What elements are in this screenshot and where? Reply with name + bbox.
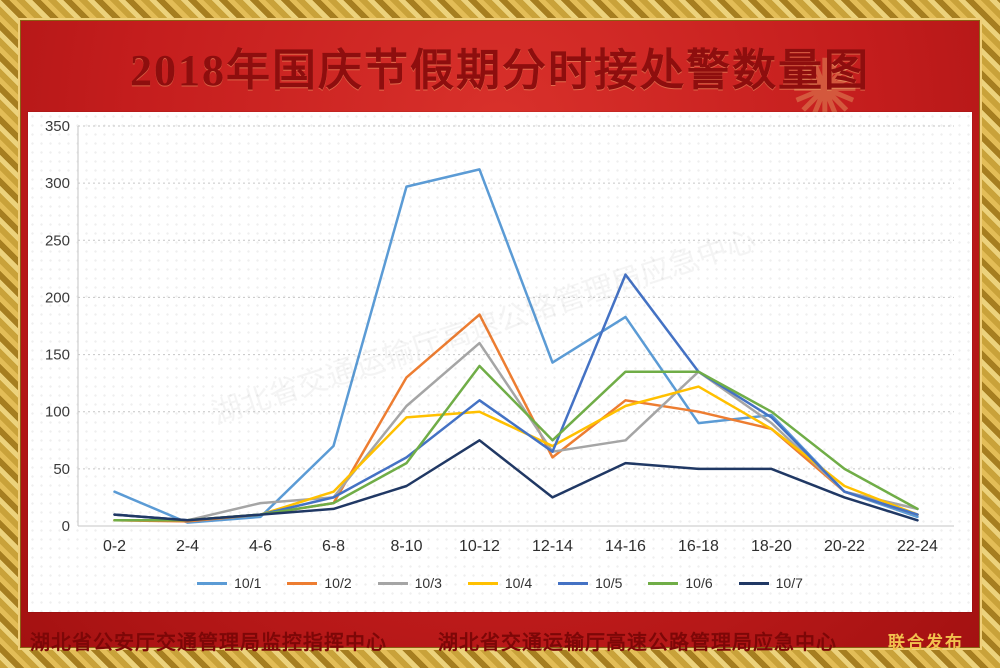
svg-text:22-24: 22-24	[897, 538, 938, 555]
svg-text:300: 300	[45, 175, 70, 192]
legend-item: 10/4	[467, 575, 533, 591]
svg-text:350: 350	[45, 118, 70, 135]
svg-text:10-12: 10-12	[459, 538, 500, 555]
joint-release-label: 联合发布	[888, 632, 964, 652]
legend-label: 10/2	[324, 575, 352, 591]
chart-panel: 湖北省交通运输厅高速公路管理局应急中心 0 50 100 150 200 250 300 35…	[28, 112, 972, 612]
legend-item: 10/7	[738, 575, 803, 591]
legend-item: 10/3	[377, 575, 442, 591]
svg-text:20-22: 20-22	[824, 538, 865, 555]
legend-line-swatch	[197, 581, 228, 585]
svg-text:18-20: 18-20	[751, 538, 792, 555]
svg-text:150: 150	[45, 347, 70, 364]
svg-text:0: 0	[62, 518, 70, 535]
line-chart: 0 50 100 150 200 250 300 350 0-2 2-4 4-6 6-8 8-10 10-…	[45, 118, 954, 555]
legend-item: 10/1	[197, 575, 261, 591]
legend-item: 10/2	[287, 575, 352, 591]
svg-text:200: 200	[45, 289, 70, 306]
svg-text:4-6: 4-6	[249, 538, 272, 555]
legend-label: 10/4	[504, 575, 533, 591]
legend-label: 10/5	[595, 575, 623, 591]
svg-text:14-16: 14-16	[605, 538, 646, 555]
footer-bar: 湖北省公安厅交通管理局监控指挥中心 湖北省交通运输厅高速公路管理局应急中心 联合…	[30, 622, 964, 658]
title-bar: 2018年国庆节假期分时接处警数量图	[30, 24, 970, 108]
svg-text:100: 100	[45, 404, 70, 421]
legend-label: 10/3	[414, 575, 442, 591]
chart-legend: 10/1 10/2 10/3 10/4 10/5 10/6 10/7	[28, 562, 972, 604]
svg-text:2-4: 2-4	[176, 538, 199, 555]
legend-line-swatch	[377, 581, 408, 585]
svg-text:250: 250	[45, 232, 70, 249]
legend-label: 10/7	[775, 575, 803, 591]
svg-text:0-2: 0-2	[103, 538, 126, 555]
legend-line-swatch	[287, 581, 318, 585]
svg-text:8-10: 8-10	[390, 538, 422, 555]
legend-line-swatch	[648, 581, 679, 585]
legend-label: 10/1	[234, 575, 262, 591]
svg-text:12-14: 12-14	[532, 538, 573, 555]
legend-line-swatch	[467, 581, 498, 585]
legend-line-swatch	[738, 581, 769, 585]
legend-label: 10/6	[685, 575, 713, 591]
legend-item: 10/6	[648, 575, 713, 591]
issuer-left: 湖北省公安厅交通管理局监控指挥中心	[30, 631, 387, 654]
issuer-middle: 湖北省交通运输厅高速公路管理局应急中心	[438, 631, 837, 654]
svg-text:6-8: 6-8	[322, 538, 345, 555]
svg-text:50: 50	[53, 461, 70, 478]
page-title: 2018年国庆节假期分时接处警数量图	[130, 46, 870, 95]
svg-text:16-18: 16-18	[678, 538, 719, 555]
legend-line-swatch	[558, 581, 589, 585]
legend-item: 10/5	[558, 575, 622, 591]
